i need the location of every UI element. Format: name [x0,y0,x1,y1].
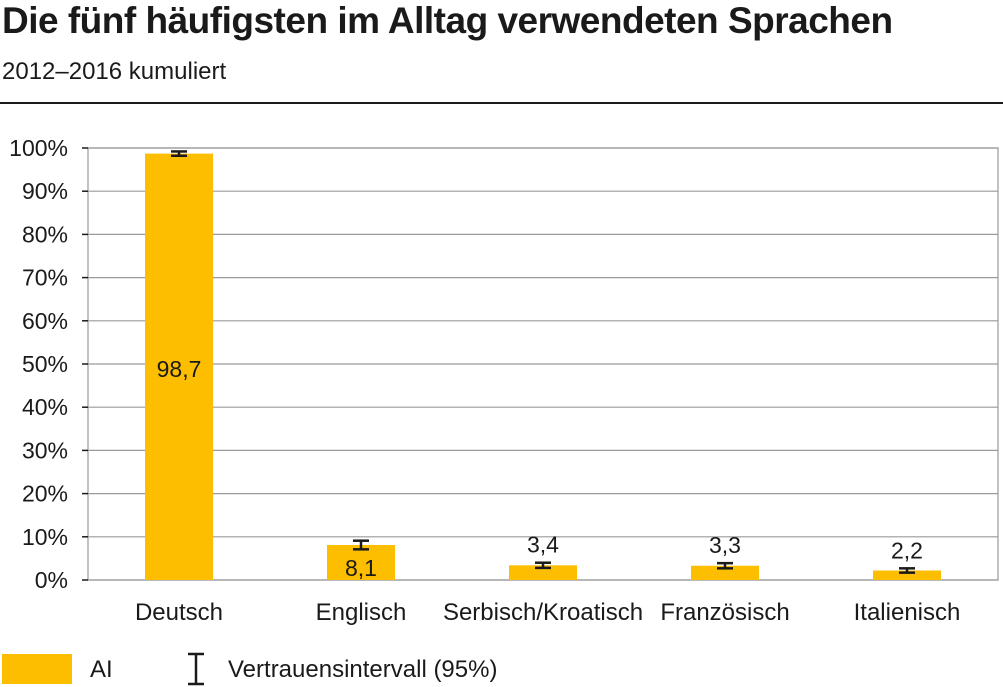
y-tick-label: 0% [35,567,68,593]
data-label: 98,7 [157,356,202,382]
y-tick-label: 10% [22,524,68,550]
legend-swatch-ai [2,654,72,684]
y-tick-label: 90% [22,178,68,204]
chart-title: Die fünf häufigsten im Alltag verwendete… [2,0,893,41]
error-bar [717,561,733,570]
bar-deutsch [145,153,213,580]
legend-label-ai: AI [90,656,113,683]
y-tick-label: 50% [22,351,68,377]
confidence-interval-icon [188,652,204,686]
bar-französisch [691,565,759,580]
legend-label-ci: Vertrauensintervall (95%) [228,656,498,683]
x-category-label: Englisch [316,599,407,626]
chart-subtitle: 2012–2016 kumuliert [2,58,227,85]
error-bar [171,150,187,158]
y-tick-label: 40% [22,394,68,420]
x-category-label: Deutsch [135,599,223,626]
y-tick-label: 20% [22,481,68,507]
bar-englisch [327,545,395,580]
data-label: 2,2 [891,537,923,563]
x-category-label: Italienisch [854,599,961,626]
bar-italienisch [873,570,941,580]
y-tick-label: 80% [22,221,68,247]
x-category-label: Serbisch/Kroatisch [443,599,643,626]
bar-serbisch-kroatisch [509,565,577,580]
legend: AI Vertrauensintervall (95%) [0,650,1003,687]
x-category-label: Französisch [660,599,789,626]
y-tick-label: 60% [22,308,68,334]
data-label: 8,1 [345,555,377,581]
title-divider [0,102,1003,104]
data-label: 3,4 [527,532,559,558]
error-bar [899,567,915,574]
y-tick-label: 70% [22,265,68,291]
error-bar [353,539,369,551]
y-tick-label: 30% [22,437,68,463]
bar-chart: 0% 10% 20% 30% 40% 50% 60% 70% 80% 90% 100% 98,7 Deu… [9,135,999,626]
y-tick-label: 100% [9,135,68,161]
data-label: 3,3 [709,532,741,558]
error-bar [535,561,551,570]
